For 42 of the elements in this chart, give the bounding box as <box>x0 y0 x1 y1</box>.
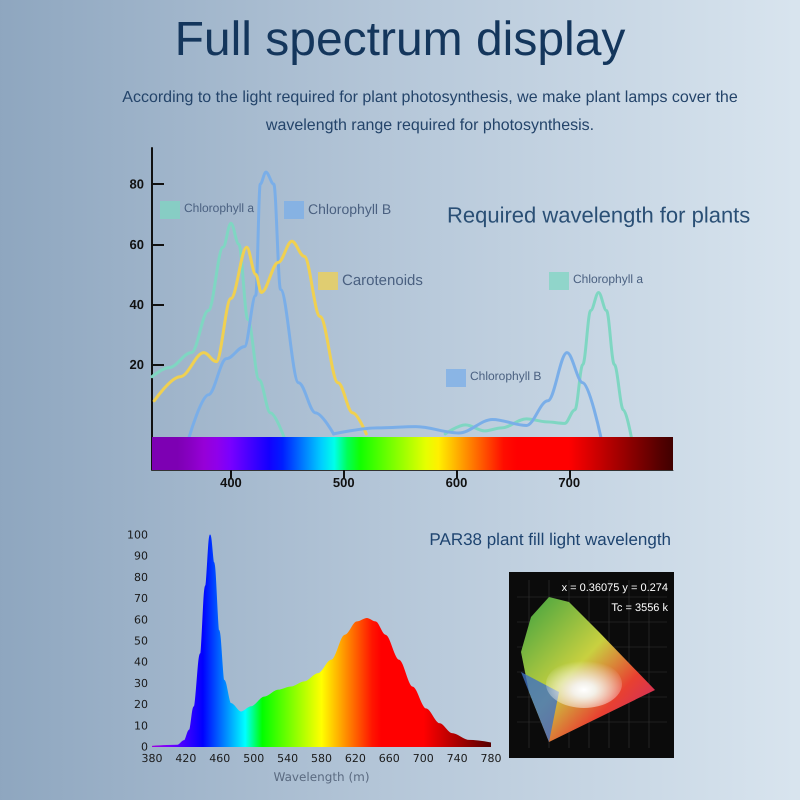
x-tick-label: 420 <box>175 752 196 765</box>
legend-label: Chlorophyll B <box>308 201 392 217</box>
x-tick-label: 700 <box>558 475 580 490</box>
text: x = 0.36075 y = 0.274 <box>562 582 668 594</box>
x-tick-label: 780 <box>480 752 502 765</box>
x-tick-label: 400 <box>220 475 242 490</box>
legend-label: Chlorophyll a <box>184 201 254 215</box>
y-tick-label: 60 <box>130 236 144 252</box>
y-tick-label: 40 <box>130 296 144 312</box>
y-tick-label: 60 <box>134 613 148 626</box>
x-tick-label: 700 <box>412 752 434 765</box>
x-tick-label: 580 <box>311 752 332 765</box>
x-tick-label: 660 <box>378 752 400 765</box>
y-tick-label: 100 <box>127 528 148 542</box>
x-axis-title: Wavelength (m) <box>273 770 370 784</box>
text: PAR38 plant fill light wavelength <box>429 530 672 549</box>
annotation: Required wavelength for plants <box>447 202 750 228</box>
y-tick-label: 30 <box>134 676 148 690</box>
y-tick-label: 0 <box>141 740 148 754</box>
y-tick-label: 20 <box>130 357 144 372</box>
x-tick-label: 740 <box>446 752 468 765</box>
y-tick-label: 50 <box>134 634 148 648</box>
x-tick-label: 460 <box>209 752 230 765</box>
chart-title: Full spectrum display <box>174 12 626 67</box>
y-tick-label: 20 <box>134 698 148 712</box>
y-tick-label: 40 <box>134 656 148 669</box>
chart-subtitle: According to the light required for plant photosynthesis, we make plant lamps cover the wavelength range required for photosynthesis. <box>121 88 739 136</box>
legend-label: Carotenoids <box>342 272 423 289</box>
y-tick-label: 10 <box>134 719 148 732</box>
text: Tc = 3556 k <box>611 602 668 614</box>
legend-label: Chlorophyll a <box>573 272 644 286</box>
y-tick-label: 70 <box>134 592 148 606</box>
x-tick-label: 620 <box>344 752 366 765</box>
y-tick-label: 90 <box>134 550 148 563</box>
x-tick-label: 540 <box>277 752 298 765</box>
x-tick-label: 500 <box>332 475 355 490</box>
x-tick-label: 600 <box>446 475 468 490</box>
legend-label: Chlorophyll B <box>470 369 542 383</box>
y-tick-label: 80 <box>130 176 144 192</box>
x-tick-label: 380 <box>142 752 162 765</box>
y-tick-label: 80 <box>134 570 148 584</box>
x-tick-label: 500 <box>243 752 264 765</box>
